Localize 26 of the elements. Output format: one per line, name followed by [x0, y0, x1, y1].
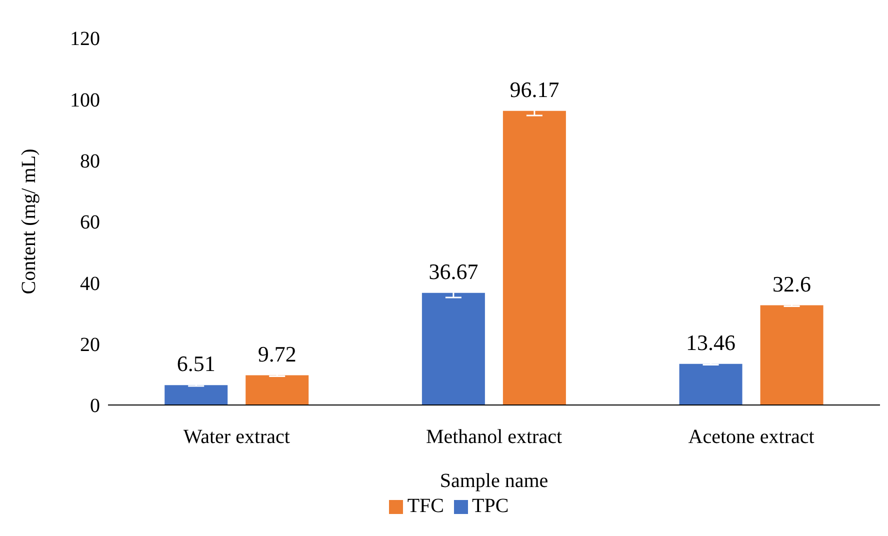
- data-label: 96.17: [510, 76, 560, 102]
- x-tick-label: Methanol extract: [426, 426, 562, 448]
- bar: [679, 364, 742, 405]
- data-label: 36.67: [428, 258, 478, 284]
- legend-label: TFC: [407, 495, 444, 517]
- y-axis-title: Content (mg/ mL): [18, 148, 40, 294]
- data-label: 9.72: [258, 341, 296, 366]
- y-tick-label: 0: [90, 395, 100, 418]
- data-label: 6.51: [176, 351, 216, 376]
- bar: [422, 292, 485, 405]
- y-tick-label: 40: [80, 272, 100, 295]
- y-tick-label: 120: [70, 28, 100, 50]
- y-tick-label: 60: [80, 212, 100, 234]
- x-tick-label: Acetone extract: [688, 426, 815, 448]
- x-tick-label: Water extract: [183, 426, 290, 448]
- x-axis-title: Sample name: [440, 470, 548, 492]
- bar: [246, 375, 309, 405]
- data-label: 32.6: [772, 271, 812, 296]
- y-tick-label: 80: [80, 150, 100, 172]
- bar: [502, 110, 566, 405]
- bar: [164, 385, 228, 405]
- legend-label: TPC: [472, 495, 509, 517]
- bar: [760, 305, 824, 405]
- data-label: 13.46: [686, 330, 736, 355]
- y-tick-label: 100: [70, 89, 100, 112]
- y-tick-label: 20: [80, 334, 100, 356]
